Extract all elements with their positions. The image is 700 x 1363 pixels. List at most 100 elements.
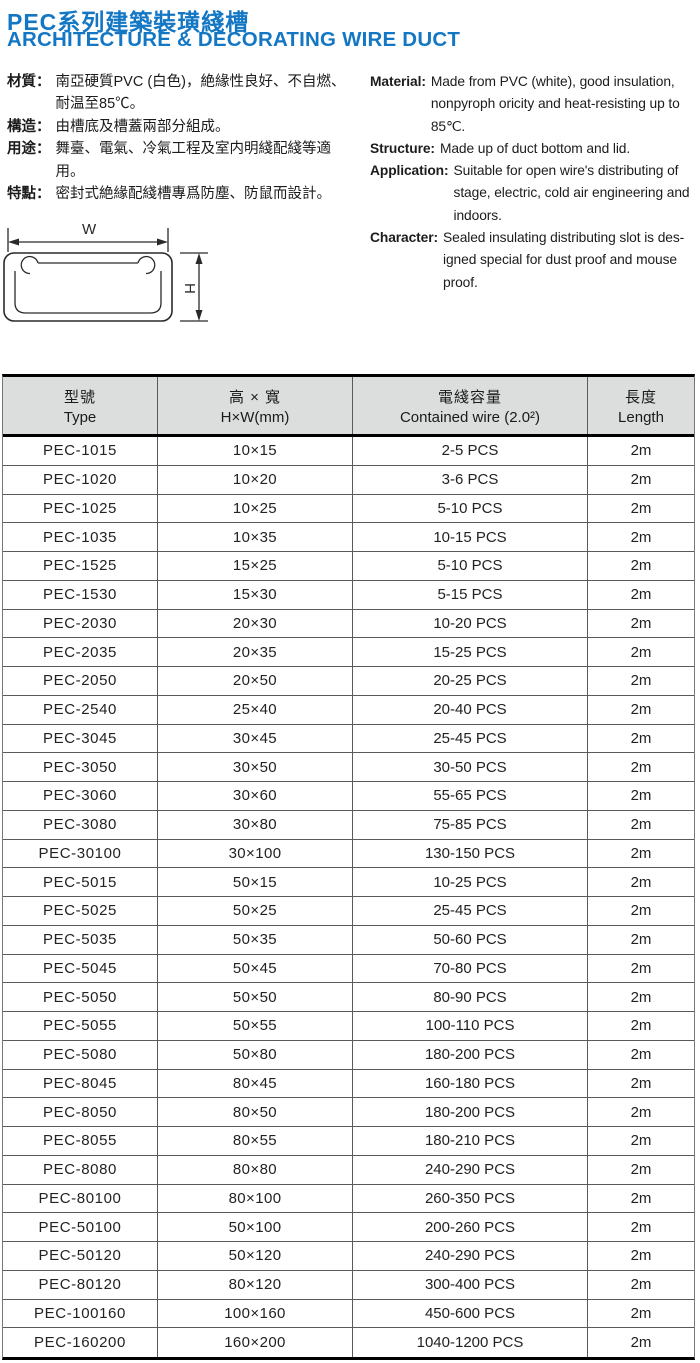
length-cell: 2m xyxy=(630,499,652,517)
table-row: PEC-8050 80×50 180-200 PCS 2m xyxy=(3,1098,694,1127)
hw-cell: 20×30 xyxy=(158,609,353,638)
hw-cell: 100×160 xyxy=(158,1299,353,1328)
spec-en-line: Suitable for open wire's distributing of xyxy=(453,163,679,179)
spec-cn-line: 舞臺、電氣、冷氣工程及室内明綫配綫等適 xyxy=(55,141,332,158)
column-header-1: 高 × 寬 H×W(mm) xyxy=(158,377,353,434)
spec-cn-text: 密封式絶緣配綫槽專爲防塵、防鼠而設計。 xyxy=(56,183,368,205)
length-cell: 2m xyxy=(630,614,652,632)
hw-cell: 50×35 xyxy=(158,925,353,954)
wire-capacity-cell: 50-60 PCS xyxy=(353,925,588,954)
column-header-cn: 長度 xyxy=(624,388,657,406)
hw-cell: 80×120 xyxy=(158,1270,353,1299)
type-cell: PEC-5025 xyxy=(3,897,158,925)
table-row: PEC-1530 15×30 5-15 PCS 2m xyxy=(3,580,694,610)
type-cell: PEC-2050 xyxy=(3,667,158,695)
table-row: PEC-80100 80×100 260-350 PCS 2m xyxy=(3,1184,694,1214)
table-row: PEC-8055 80×55 180-210 PCS 2m xyxy=(3,1127,694,1156)
column-header-0: 型號 Type xyxy=(3,377,158,434)
wire-capacity-cell: 5-10 PCS xyxy=(353,552,588,580)
type-cell: PEC-5045 xyxy=(3,954,158,983)
length-cell: 2m xyxy=(630,729,652,747)
wire-capacity-cell: 130-150 PCS xyxy=(353,839,588,868)
spec-en-label: Material: xyxy=(370,74,426,89)
spec-en-item: Character: Sealed insulating distributing… xyxy=(370,227,700,294)
hw-cell: 80×55 xyxy=(158,1127,353,1155)
hw-cell: 50×15 xyxy=(158,868,353,896)
wire-capacity-cell: 1040-1200 PCS xyxy=(353,1328,588,1357)
hw-cell: 30×50 xyxy=(158,753,353,781)
type-cell: PEC-2540 xyxy=(3,695,158,724)
type-cell: PEC-100160 xyxy=(3,1299,158,1328)
table-row: PEC-2540 25×40 20-40 PCS 2m xyxy=(3,695,694,725)
table-row: PEC-100160 100×160 450-600 PCS 2m xyxy=(3,1299,694,1329)
spec-en-text: Made from PVC (white), good insulation, n… xyxy=(431,71,700,138)
hw-cell: 80×45 xyxy=(158,1069,353,1098)
hw-cell: 20×50 xyxy=(158,667,353,695)
wire-capacity-cell: 30-50 PCS xyxy=(353,753,588,781)
length-cell: 2m xyxy=(630,701,652,719)
type-cell: PEC-8050 xyxy=(3,1098,158,1126)
spec-en-item: Application: Suitable for open wire's dis… xyxy=(370,160,700,227)
spec-en-line: proof. xyxy=(443,274,478,290)
spec-en-item: Structure: Made up of duct bottom and lid… xyxy=(370,138,700,160)
column-header-en: H×W(mm) xyxy=(220,408,290,426)
table-row: PEC-5035 50×35 50-60 PCS 2m xyxy=(3,925,694,955)
wire-capacity-cell: 15-25 PCS xyxy=(353,638,588,666)
length-cell: 2m xyxy=(630,586,652,604)
table-row: PEC-5080 50×80 180-200 PCS 2m xyxy=(3,1040,694,1070)
table-row: PEC-50100 50×100 200-260 PCS 2m xyxy=(3,1213,694,1242)
spec-en-line: igned special for dust proof and mouse xyxy=(443,252,677,268)
wire-capacity-cell: 70-80 PCS xyxy=(353,954,588,983)
table-row: PEC-5045 50×45 70-80 PCS 2m xyxy=(3,954,694,984)
spec-en-line: Sealed insulating distributing slot is d… xyxy=(443,230,685,246)
spec-en-text: Made up of duct bottom and lid. xyxy=(440,138,700,160)
spec-cn-label: 構造： xyxy=(7,118,51,135)
type-cell: PEC-8080 xyxy=(3,1155,158,1184)
spec-cn-text: 南亞硬質PVC (白色)，絶緣性良好、不自燃、 耐温至85℃。 xyxy=(56,71,368,116)
table-row: PEC-3050 30×50 30-50 PCS 2m xyxy=(3,753,694,782)
type-cell: PEC-80120 xyxy=(3,1270,158,1299)
table-row: PEC-5050 50×50 80-90 PCS 2m xyxy=(3,983,694,1012)
column-header-en: Length xyxy=(618,408,664,426)
spec-cn-item: 特點： 密封式絶緣配綫槽專爲防塵、防鼠而設計。 xyxy=(7,183,367,205)
spec-cn-text: 由槽底及槽蓋兩部分組成。 xyxy=(56,116,368,138)
table-row: PEC-5055 50×55 100-110 PCS 2m xyxy=(3,1012,694,1041)
table-row: PEC-3080 30×80 75-85 PCS 2m xyxy=(3,810,694,840)
wire-capacity-cell: 20-25 PCS xyxy=(353,667,588,695)
hw-cell: 50×55 xyxy=(158,1012,353,1040)
wire-capacity-cell: 300-400 PCS xyxy=(353,1270,588,1299)
column-header-en: Type xyxy=(63,408,97,426)
wire-capacity-cell: 25-45 PCS xyxy=(353,897,588,925)
wire-capacity-cell: 10-15 PCS xyxy=(353,523,588,551)
hw-cell: 30×100 xyxy=(158,839,353,868)
length-cell: 2m xyxy=(630,1218,652,1236)
hw-cell: 50×100 xyxy=(158,1213,353,1241)
spec-list-chinese: 材質： 南亞硬質PVC (白色)，絶緣性良好、不自燃、 耐温至85℃。 構造： 由槽底及… xyxy=(7,71,367,205)
column-header-cn: 電綫容量 xyxy=(437,388,502,406)
length-cell: 2m xyxy=(630,471,652,489)
column-header-en: Contained wire (2.0²) xyxy=(399,408,541,426)
table-row: PEC-1525 15×25 5-10 PCS 2m xyxy=(3,552,694,581)
length-cell: 2m xyxy=(630,1132,652,1150)
type-cell: PEC-1035 xyxy=(3,523,158,551)
spec-cn-line: 用。 xyxy=(55,163,85,180)
length-cell: 2m xyxy=(630,873,652,891)
type-cell: PEC-5055 xyxy=(3,1012,158,1040)
hw-cell: 30×80 xyxy=(158,810,353,839)
hw-cell: 10×15 xyxy=(158,437,353,465)
spec-cn-text: 舞臺、電氣、冷氣工程及室内明綫配綫等適 用。 xyxy=(56,138,368,183)
wire-capacity-cell: 80-90 PCS xyxy=(353,983,588,1011)
wire-capacity-cell: 160-180 PCS xyxy=(353,1069,588,1098)
arrowhead-left xyxy=(8,238,19,246)
length-cell: 2m xyxy=(630,758,652,776)
hw-cell: 15×25 xyxy=(158,552,353,580)
spec-en-label: Structure: xyxy=(370,140,435,156)
type-cell: PEC-5035 xyxy=(3,925,158,954)
type-cell: PEC-1020 xyxy=(3,465,158,494)
type-cell: PEC-2030 xyxy=(3,609,158,638)
hw-cell: 50×25 xyxy=(158,897,353,925)
table-row: PEC-5025 50×25 25-45 PCS 2m xyxy=(3,897,694,926)
type-cell: PEC-3050 xyxy=(3,753,158,781)
hw-cell: 10×20 xyxy=(158,465,353,494)
length-cell: 2m xyxy=(630,931,652,949)
